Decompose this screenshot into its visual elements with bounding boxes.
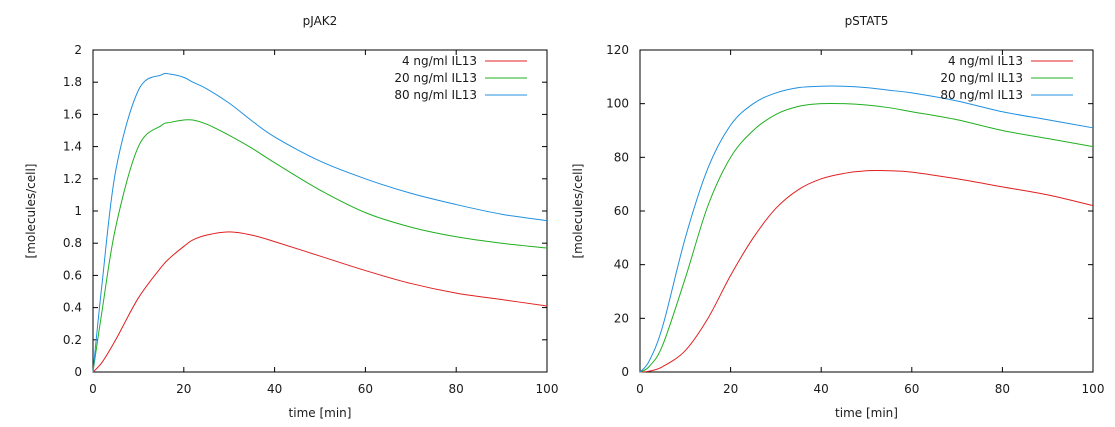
y-tick-label: 1.6 — [63, 107, 82, 121]
series-line-1 — [92, 231, 548, 373]
y-tick-label: 0.2 — [63, 333, 82, 347]
legend-label-1: 4 ng/ml IL13 — [402, 54, 477, 68]
y-tick-label: 60 — [614, 204, 629, 218]
legend-label-2: 20 ng/ml IL13 — [394, 71, 477, 85]
y-tick-label: 100 — [606, 97, 629, 111]
y-tick-label: 0 — [621, 365, 629, 379]
x-tick-label: 60 — [904, 382, 919, 396]
legend-label-3: 80 ng/ml IL13 — [940, 88, 1023, 102]
chart-pjak2: 0 20 40 60 80 100 0 0.2 0.4 0.6 0.8 1 1.2 1.4 1.6 1.8 2 p… — [24, 14, 558, 420]
chart-title: pSTAT5 — [845, 14, 889, 28]
x-axis-label: time [min] — [835, 406, 898, 420]
y-tick-label: 1.8 — [63, 75, 82, 89]
y-axis-label: [molecules/cell] — [571, 164, 585, 259]
y-tick-label: 0.8 — [63, 236, 82, 250]
y-tick-label: 80 — [614, 150, 629, 164]
chart-title: pJAK2 — [303, 14, 338, 28]
legend-label-1: 4 ng/ml IL13 — [948, 54, 1023, 68]
x-tick-label: 100 — [1082, 382, 1105, 396]
y-tick-label: 1.4 — [63, 140, 82, 154]
series-line-1 — [639, 169, 1094, 373]
x-tick-label: 40 — [267, 382, 282, 396]
chart-pstat5: 0 20 40 60 80 100 0 20 40 60 80 100 120 pSTAT5 time [m… — [571, 14, 1104, 420]
series-line-3 — [639, 85, 1094, 373]
x-tick-label: 40 — [814, 382, 829, 396]
series-line-2 — [639, 102, 1094, 373]
x-tick-label: 20 — [723, 382, 738, 396]
y-axis-label: [molecules/cell] — [24, 164, 38, 259]
series-line-2 — [92, 119, 548, 373]
y-tick-label: 2 — [74, 43, 82, 57]
x-tick-label: 80 — [995, 382, 1010, 396]
y-tick-label: 120 — [606, 43, 629, 57]
legend-label-3: 80 ng/ml IL13 — [394, 88, 477, 102]
x-tick-label: 60 — [358, 382, 373, 396]
x-tick-label: 100 — [536, 382, 559, 396]
x-tick-label: 20 — [176, 382, 191, 396]
x-axis-label: time [min] — [289, 406, 352, 420]
legend-label-2: 20 ng/ml IL13 — [940, 71, 1023, 85]
y-tick-label: 0 — [74, 365, 82, 379]
y-tick-label: 40 — [614, 258, 629, 272]
y-tick-label: 1.2 — [63, 172, 82, 186]
y-tick-label: 20 — [614, 311, 629, 325]
x-tick-label: 0 — [89, 382, 97, 396]
x-tick-label: 80 — [449, 382, 464, 396]
y-tick-label: 0.6 — [63, 268, 82, 282]
y-tick-label: 0.4 — [63, 301, 82, 315]
plot-frame — [639, 49, 1094, 373]
x-tick-label: 0 — [636, 382, 644, 396]
plot-frame — [92, 49, 548, 373]
series-line-3 — [92, 72, 548, 373]
y-tick-label: 1 — [74, 204, 82, 218]
